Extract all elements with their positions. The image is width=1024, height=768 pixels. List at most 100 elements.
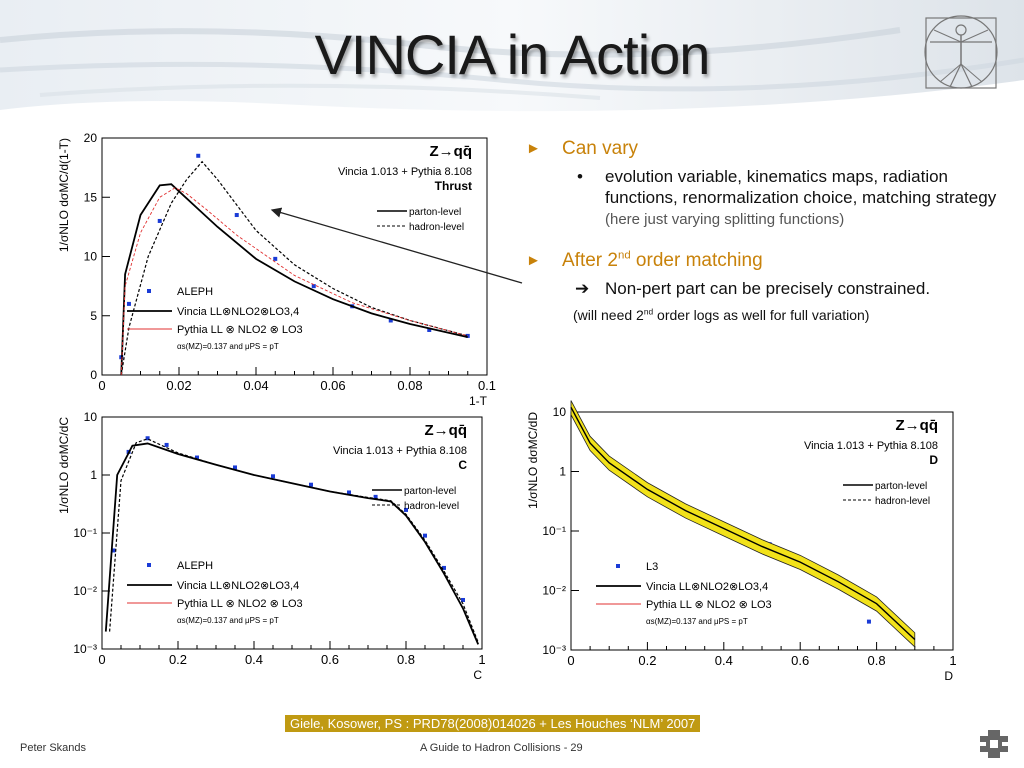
y-tick-label: 0 bbox=[90, 368, 97, 382]
x-tick-label: 0 bbox=[567, 653, 574, 668]
data-point bbox=[234, 213, 239, 218]
data-point bbox=[442, 565, 446, 570]
x-tick-label: 0.4 bbox=[245, 652, 263, 667]
y-tick-label: 1 bbox=[90, 468, 97, 482]
legend-label: Pythia LL ⊗ NLO2 ⊗ LO3 bbox=[177, 598, 303, 610]
y-tick-label: 10⁻³ bbox=[73, 642, 97, 656]
footer-author: Peter Skands bbox=[20, 742, 87, 754]
legend-marker bbox=[616, 564, 620, 568]
x-axis-label: D bbox=[944, 669, 953, 683]
data-point bbox=[373, 494, 378, 499]
d-parameter-chart: 0 0.2 0.4 0.6 0.8 1 10⁻³ 10⁻² 10⁻¹ 1 10 D 1/σNLO dσM… bbox=[526, 400, 957, 683]
y-axis-label: 1/σNLO dσMC/d(1-T) bbox=[57, 138, 71, 252]
fermilab-logo bbox=[980, 730, 1008, 758]
x-tick-label: 0.02 bbox=[166, 378, 191, 393]
legend-marker bbox=[147, 289, 151, 293]
data-point bbox=[111, 548, 116, 553]
data-point bbox=[465, 333, 470, 338]
y-tick-label: 10⁻³ bbox=[542, 643, 566, 657]
legend-label: parton-level bbox=[875, 481, 927, 492]
observable-label: Thrust bbox=[435, 179, 472, 193]
series-line bbox=[120, 187, 468, 376]
data-point bbox=[164, 442, 169, 447]
y-tick-label: 10 bbox=[84, 250, 98, 264]
uncertainty-band bbox=[570, 400, 916, 648]
chart-subtitle: Vincia 1.013 + Pythia 8.108 bbox=[333, 445, 467, 457]
series-line bbox=[120, 183, 468, 376]
series-line bbox=[570, 406, 916, 641]
data-point bbox=[196, 153, 201, 158]
x-tick-label: 0.04 bbox=[243, 378, 268, 393]
x-tick-label: 0.06 bbox=[320, 378, 345, 393]
x-tick-label: 0.8 bbox=[397, 652, 415, 667]
legend-label: parton-level bbox=[404, 486, 456, 497]
chart-subtitle: Vincia 1.013 + Pythia 8.108 bbox=[804, 440, 938, 452]
vitruvian-man-logo bbox=[924, 15, 998, 89]
y-tick-label: 10 bbox=[84, 410, 98, 424]
data-point bbox=[157, 218, 162, 223]
legend-label: ALEPH bbox=[177, 560, 213, 572]
legend-label: hadron-level bbox=[409, 222, 464, 233]
series-line bbox=[109, 438, 479, 643]
legend-label: hadron-level bbox=[404, 501, 459, 512]
legend-label: ALEPH bbox=[177, 286, 213, 298]
c-parameter-chart: 0 0.2 0.4 0.6 0.8 1 10⁻³ 10⁻² 10⁻¹ 1 10 C 1/σNLO dσM… bbox=[57, 410, 486, 682]
x-tick-label: 0 bbox=[98, 652, 105, 667]
triangle-bullet-icon: ► bbox=[526, 140, 541, 157]
chart-title: Z→qq̄ bbox=[430, 143, 473, 160]
slide-title: VINCIA in Action bbox=[314, 23, 711, 86]
series-line bbox=[104, 442, 480, 645]
x-axis-label: C bbox=[473, 668, 482, 682]
legend-label: Vincia LL⊗NLO2⊗LO3,4 bbox=[177, 580, 299, 592]
title-banner bbox=[0, 0, 1024, 112]
y-tick-label: 10 bbox=[553, 405, 567, 419]
footnote-text: (will need 2nd order logs as well for fu… bbox=[573, 306, 870, 323]
x-tick-label: 0.1 bbox=[478, 378, 496, 393]
y-tick-label: 15 bbox=[84, 190, 98, 204]
thrust-plot: 0 0.02 0.04 0.06 0.08 0.1 0 5 10 15 20 1-T 1/σNLO dσ… bbox=[50, 130, 500, 410]
data-point bbox=[195, 455, 199, 460]
arrow-right-icon: ➔ bbox=[575, 279, 590, 298]
legend-label: hadron-level bbox=[875, 496, 930, 507]
data-point bbox=[388, 318, 393, 323]
sub-bullet-nonpert: ➔ Non-pert part can be precisely constra… bbox=[575, 279, 931, 298]
bullet-can-vary: ► Can vary bbox=[526, 138, 639, 159]
legend-label: parton-level bbox=[409, 207, 461, 218]
legend-label: αs(MZ)=0.137 and μPS = pT bbox=[177, 342, 279, 351]
x-tick-label: 0.6 bbox=[791, 653, 809, 668]
legend-label: Pythia LL ⊗ NLO2 ⊗ LO3 bbox=[646, 599, 772, 611]
x-tick-label: 0.6 bbox=[321, 652, 339, 667]
thrust-chart: 0 0.02 0.04 0.06 0.08 0.1 0 5 10 15 20 1-T 1/σNLO dσ… bbox=[57, 131, 496, 408]
legend-label: αs(MZ)=0.137 and μPS = pT bbox=[646, 617, 748, 626]
data-point bbox=[145, 436, 150, 441]
legend-label: αs(MZ)=0.137 and μPS = pT bbox=[177, 616, 279, 625]
legend-marker bbox=[147, 563, 151, 567]
data-point bbox=[423, 533, 427, 538]
x-tick-label: 0 bbox=[98, 378, 105, 393]
x-tick-label: 0.2 bbox=[169, 652, 187, 667]
data-point bbox=[126, 301, 131, 306]
x-tick-label: 1 bbox=[478, 652, 485, 667]
bullet-matching: ► After 2nd order matching bbox=[526, 249, 763, 271]
dot-bullet-icon: • bbox=[577, 167, 583, 186]
y-tick-label: 10⁻² bbox=[542, 584, 566, 598]
x-tick-label: 0.4 bbox=[715, 653, 733, 668]
y-tick-label: 5 bbox=[90, 309, 97, 323]
data-point bbox=[347, 490, 351, 495]
data-point bbox=[309, 482, 313, 487]
observable-label: C bbox=[458, 458, 467, 472]
data-point bbox=[311, 284, 316, 289]
x-tick-label: 0.2 bbox=[638, 653, 656, 668]
y-axis-label: 1/σNLO dσMC/dC bbox=[57, 417, 71, 514]
data-point bbox=[461, 597, 465, 602]
y-tick-label: 10⁻¹ bbox=[542, 524, 566, 538]
x-tick-label: 0.8 bbox=[868, 653, 886, 668]
bullet-panel: ► Can vary • evolution variable, kinemat… bbox=[520, 138, 1010, 323]
y-tick-label: 1 bbox=[559, 465, 566, 479]
x-axis-label: 1-T bbox=[469, 394, 488, 408]
x-tick-label: 1 bbox=[949, 653, 956, 668]
legend-label: Pythia LL ⊗ NLO2 ⊗ LO3 bbox=[177, 324, 303, 336]
footer-page: A Guide to Hadron Collisions - 29 bbox=[420, 742, 583, 754]
series-line bbox=[120, 160, 468, 376]
y-tick-label: 10⁻² bbox=[73, 584, 97, 598]
